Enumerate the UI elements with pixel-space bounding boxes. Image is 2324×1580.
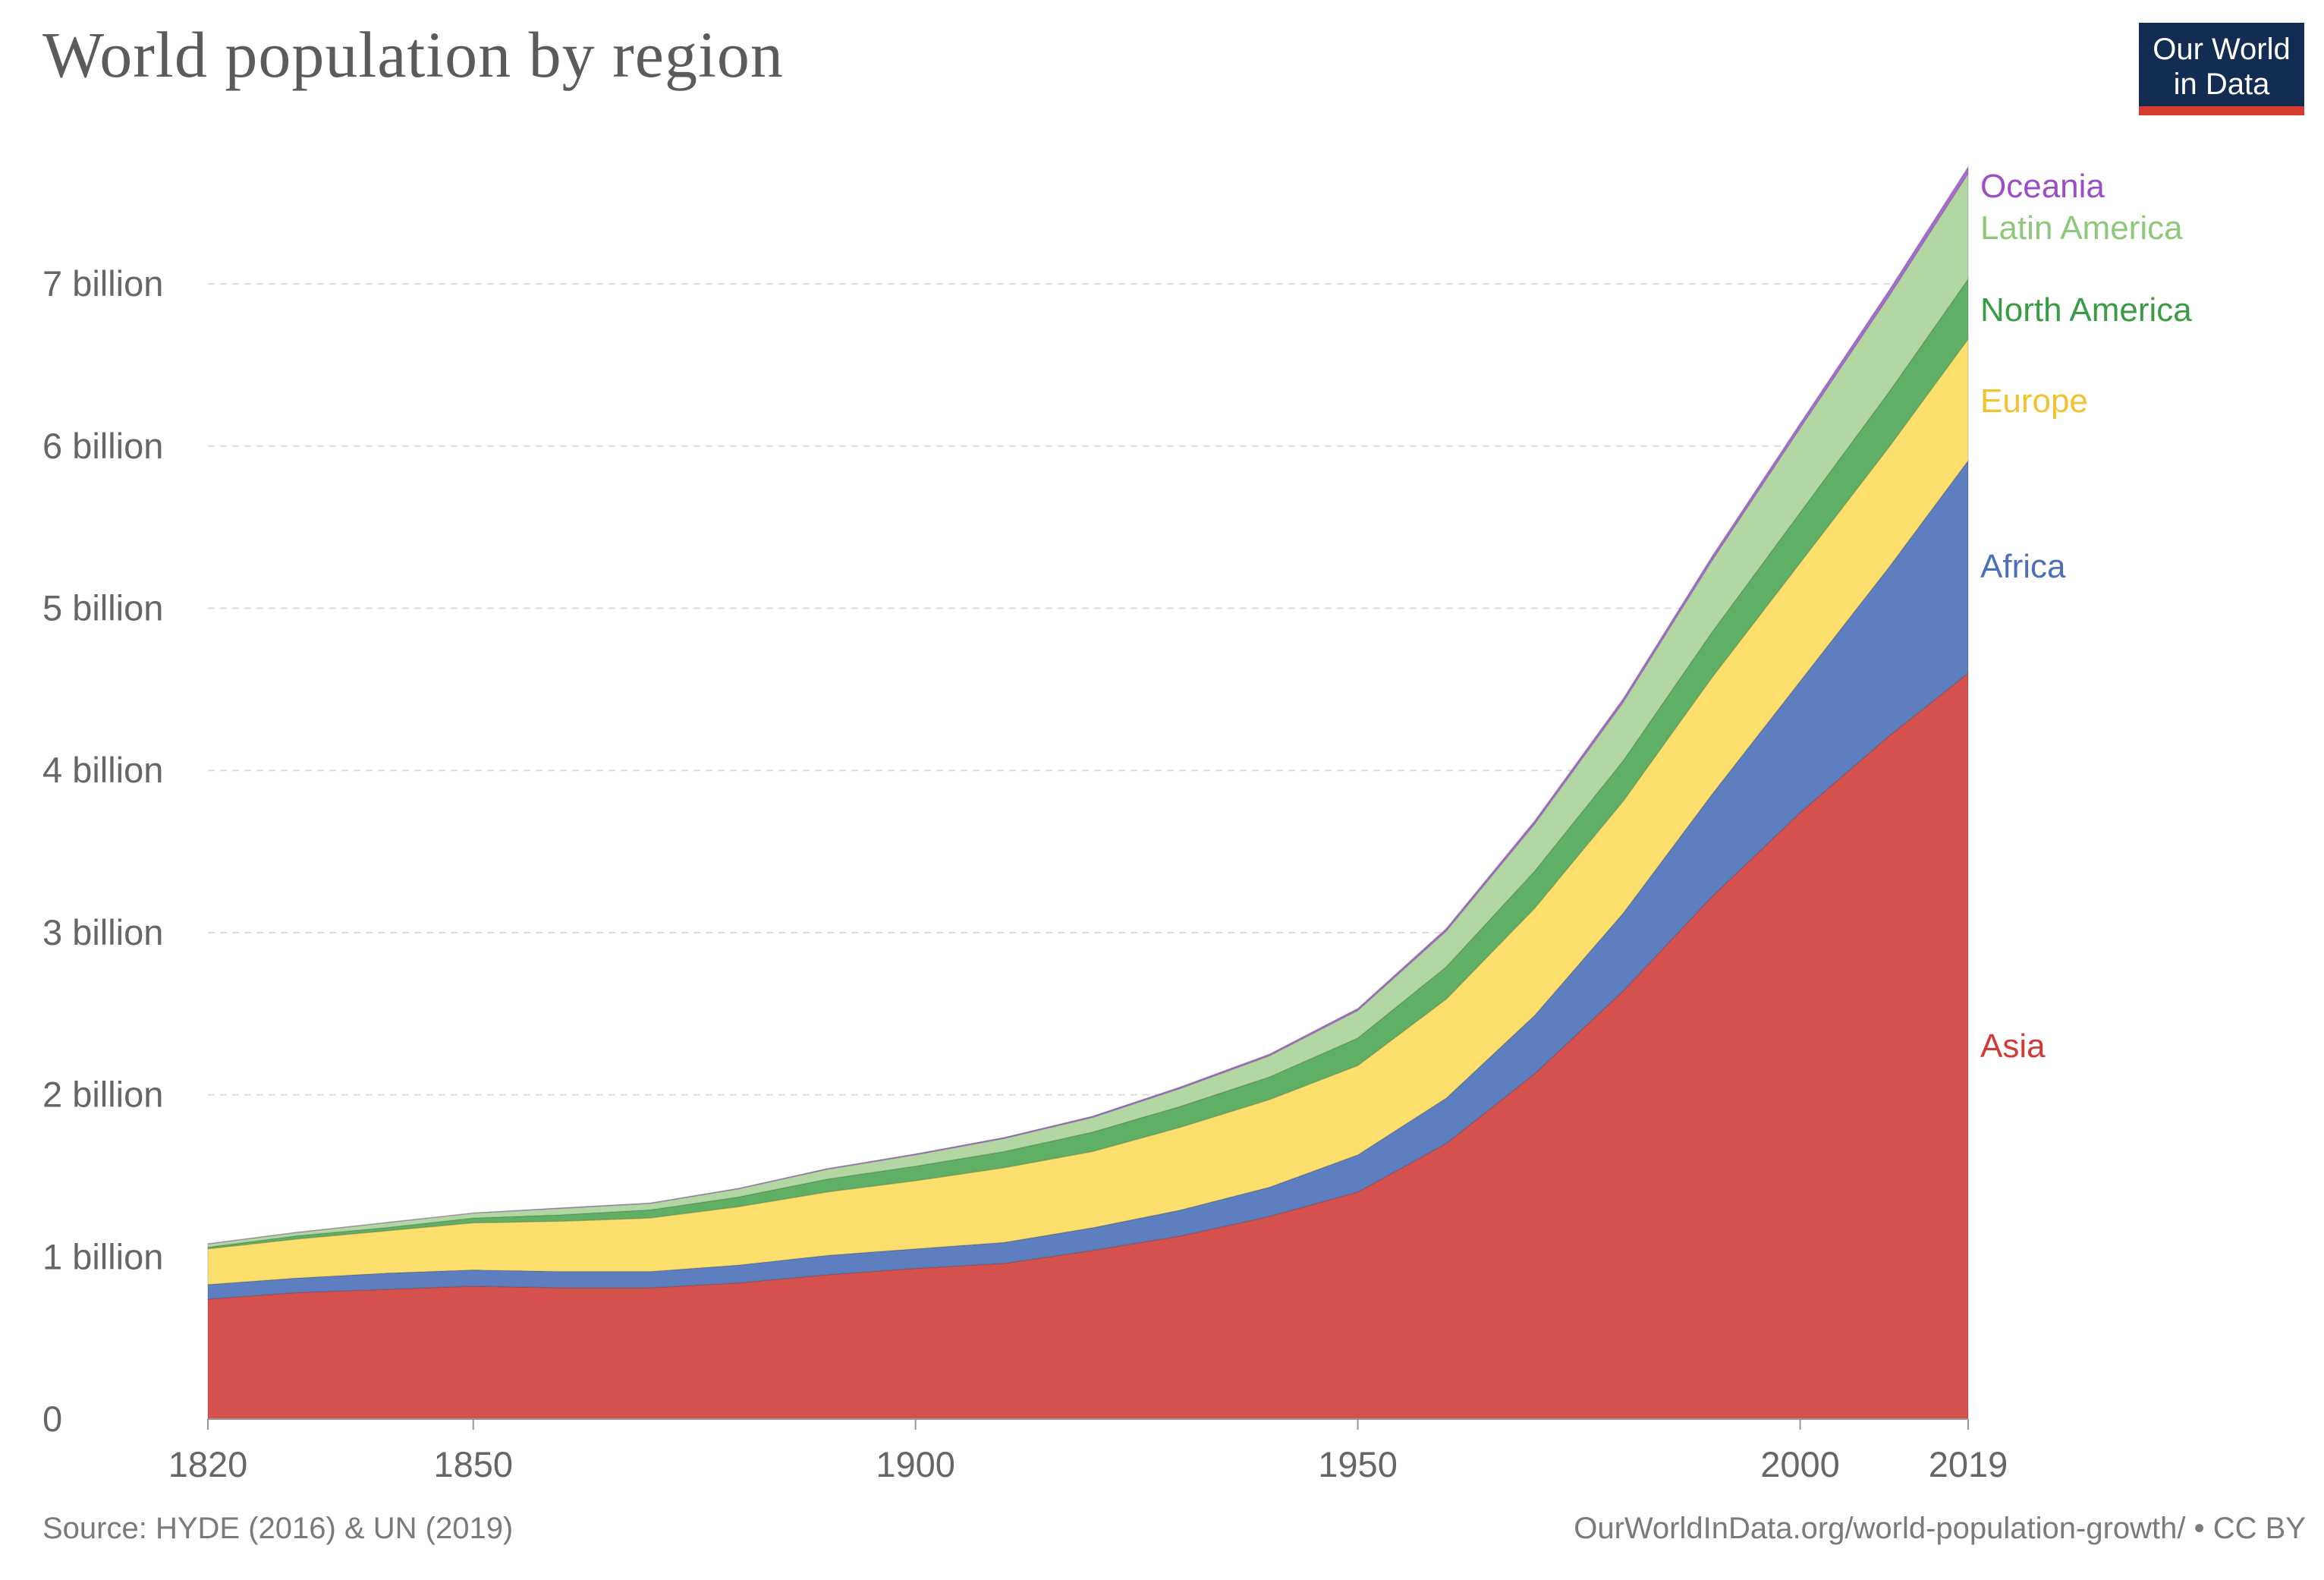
series-label-asia: Asia (1980, 1028, 2046, 1065)
series-labels: Asia Africa Europe North America Latin Ameri… (1980, 168, 2192, 1065)
series-label-oceania: Oceania (1980, 168, 2105, 205)
x-tick-label: 1820 (168, 1444, 248, 1484)
x-tick-label: 2000 (1760, 1444, 1840, 1484)
y-tick-label: 7 billion (42, 263, 163, 304)
source-note: Source: HYDE (2016) & UN (2019) (42, 1512, 514, 1545)
y-tick-label: 2 billion (42, 1075, 163, 1115)
y-tick-label: 0 (42, 1399, 62, 1439)
owid-logo[interactable]: Our World in Data (2139, 23, 2304, 115)
x-tick-label: 1850 (433, 1444, 513, 1484)
y-tick-label: 1 billion (42, 1236, 163, 1276)
x-axis: 1820 1850 1900 1950 2000 2019 (168, 1419, 2008, 1484)
x-tick-label: 1950 (1318, 1444, 1398, 1484)
chart-title: World population by region (42, 18, 784, 91)
y-tick-label: 6 billion (42, 426, 163, 466)
series-label-latin-america: Latin America (1980, 209, 2183, 247)
area-oceania (207, 165, 1969, 1245)
source-url[interactable]: OurWorldInData.org/world-population-grow… (1574, 1512, 2306, 1545)
y-axis: 0 1 billion 2 billion 3 billion 4 billion 5 b… (42, 263, 163, 1439)
y-tick-label: 5 billion (42, 588, 163, 628)
y-tick-label: 4 billion (42, 750, 163, 790)
series-label-north-america: North America (1980, 291, 2192, 329)
logo-line-1: Our World (2153, 33, 2291, 66)
y-tick-label: 3 billion (42, 912, 163, 952)
area-series (207, 165, 1969, 1420)
logo-accent-bar (2139, 106, 2304, 115)
x-tick-label: 2019 (1929, 1444, 2008, 1484)
x-tick-label: 1900 (876, 1444, 955, 1484)
logo-line-2: in Data (2173, 68, 2270, 101)
series-label-europe: Europe (1980, 382, 2088, 420)
stacked-area-chart: 0 1 billion 2 billion 3 billion 4 billion 5 b… (42, 165, 2192, 1484)
series-label-africa: Africa (1980, 548, 2066, 585)
